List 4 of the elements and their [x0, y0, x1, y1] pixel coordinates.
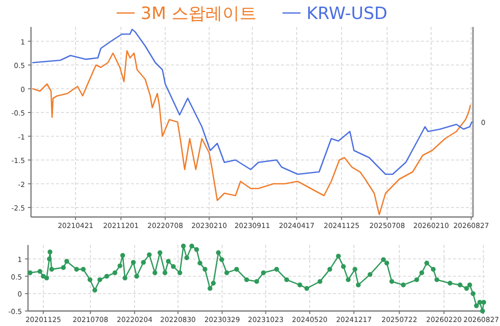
legend-label: 3M 스왑레이트: [140, 4, 257, 24]
line-series: [32, 28, 472, 175]
legend-label: KRW-USD: [306, 4, 388, 24]
line-series: [32, 50, 472, 216]
